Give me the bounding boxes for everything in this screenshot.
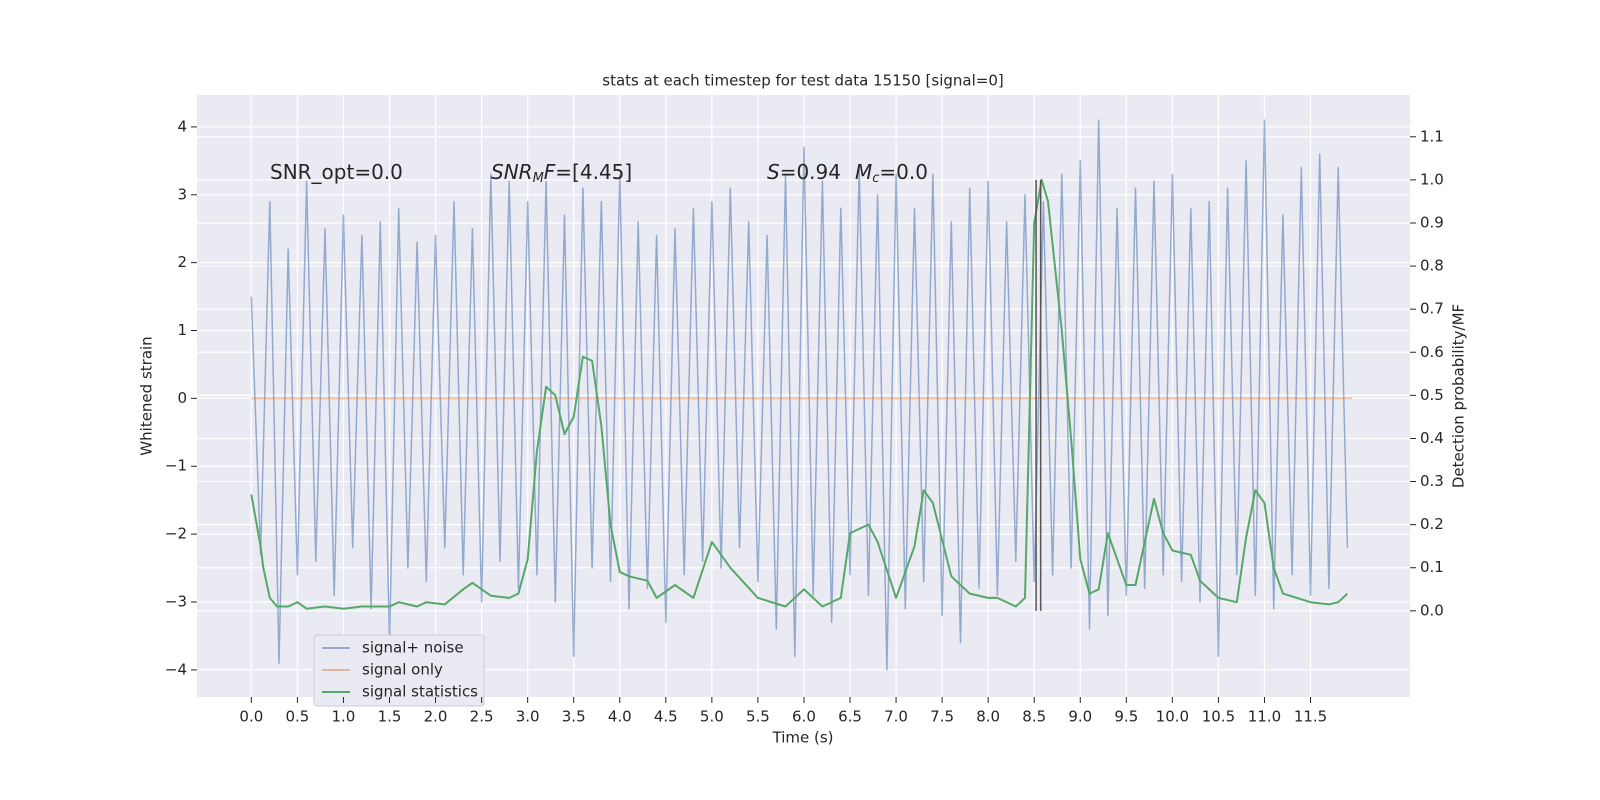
y2-tick-label: 0.7	[1420, 300, 1444, 318]
x-tick-label: 2.5	[470, 708, 494, 726]
y2-tick-label: 0.2	[1420, 515, 1444, 533]
legend-label: signal only	[362, 661, 443, 679]
x-tick-label: 5.0	[700, 708, 724, 726]
x-tick-label: 4.5	[654, 708, 678, 726]
y-tick-label: −2	[165, 525, 187, 543]
x-tick-label: 7.5	[930, 708, 954, 726]
x-tick-label: 6.0	[792, 708, 816, 726]
x-tick-label: 9.5	[1114, 708, 1138, 726]
annotation: SNRMF=[4.45]	[491, 160, 632, 186]
y2-tick-label: 1.1	[1420, 127, 1444, 145]
y-tick-label: 1	[177, 321, 187, 339]
annotation-part: F	[544, 160, 556, 184]
annotation-part: SNR	[491, 160, 533, 184]
y2-tick-label: 0.0	[1420, 601, 1444, 619]
y-axis-label: Whitened strain	[138, 336, 156, 455]
x-tick-label: 0.5	[285, 708, 309, 726]
y-tick-label: −4	[165, 660, 187, 678]
y-tick-label: −1	[165, 457, 187, 475]
annotation-part: =0.0	[879, 160, 928, 184]
legend-label: signal+ noise	[362, 639, 464, 657]
x-tick-label: 6.5	[838, 708, 862, 726]
x-tick-label: 8.5	[1022, 708, 1046, 726]
annotation-part: M	[533, 171, 544, 186]
annotation-part: M	[855, 160, 872, 184]
annotation: S=0.94 Mc=0.0	[767, 160, 928, 186]
y2-tick-label: 1.0	[1420, 170, 1444, 188]
x-tick-label: 1.5	[378, 708, 402, 726]
annotation-part: =[4.45]	[555, 160, 632, 184]
y2-tick-label: 0.8	[1420, 257, 1444, 275]
series-line	[250, 119, 1349, 671]
y2-tick-label: 0.3	[1420, 472, 1444, 490]
y-tick-label: 3	[177, 185, 187, 203]
y-tick-label: 2	[177, 253, 187, 271]
x-axis-label: Time (s)	[772, 729, 834, 747]
legend-label: signal statistics	[362, 683, 478, 701]
y2-tick-label: 0.5	[1420, 386, 1444, 404]
x-tick-label: 3.5	[562, 708, 586, 726]
y2-axis-label: Detection probability/MF	[1450, 304, 1468, 488]
x-tick-label: 10.0	[1156, 708, 1189, 726]
x-tick-label: 4.0	[608, 708, 632, 726]
x-tick-label: 0.0	[239, 708, 263, 726]
y2-tick-label: 0.6	[1420, 343, 1444, 361]
chart-title: stats at each timestep for test data 151…	[602, 72, 1003, 90]
x-tick-label: 8.0	[976, 708, 1000, 726]
x-tick-label: 10.5	[1202, 708, 1235, 726]
x-tick-label: 1.0	[332, 708, 356, 726]
annotation-part: S	[767, 160, 780, 184]
x-tick-label: 11.5	[1294, 708, 1327, 726]
x-tick-label: 3.0	[516, 708, 540, 726]
series-line	[250, 178, 1349, 610]
annotation: SNR_opt=0.0	[270, 160, 403, 184]
x-tick-label: 7.0	[884, 708, 908, 726]
y-tick-label: 0	[177, 389, 187, 407]
annotation-part: =0.94	[780, 160, 841, 184]
y2-tick-label: 0.4	[1420, 429, 1444, 447]
y2-tick-label: 0.9	[1420, 213, 1444, 231]
x-tick-label: 9.0	[1068, 708, 1092, 726]
annotation-part: c	[872, 171, 879, 186]
x-tick-label: 2.0	[424, 708, 448, 726]
legend-box	[313, 634, 485, 707]
y-tick-label: 4	[177, 117, 187, 135]
y-tick-label: −3	[165, 592, 187, 610]
x-tick-label: 11.0	[1248, 708, 1281, 726]
x-tick-label: 5.5	[746, 708, 770, 726]
annotation-part: SNR_opt=0.0	[270, 160, 403, 184]
y2-tick-label: 0.1	[1420, 558, 1444, 576]
